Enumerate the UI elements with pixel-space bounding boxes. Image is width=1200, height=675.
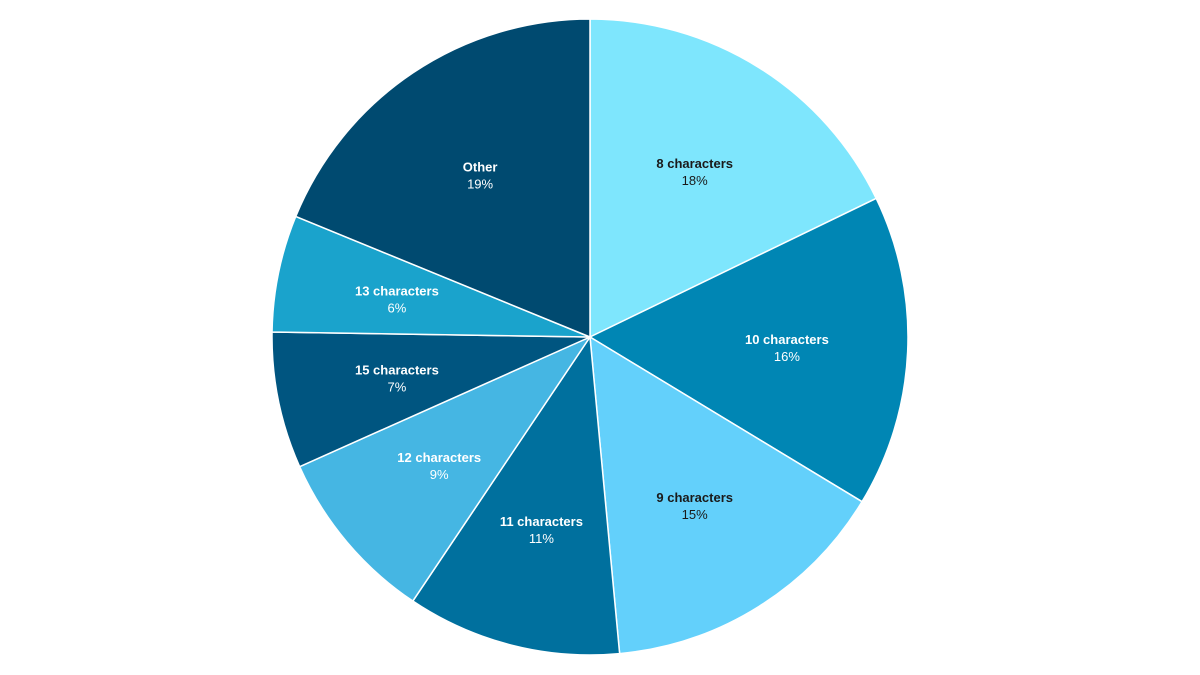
slice-value-other: 19%: [467, 176, 493, 191]
pie-slice-8-characters: [589, 18, 878, 339]
slice-value-9-characters: 15%: [682, 507, 708, 522]
slice-value-10-characters: 16%: [774, 349, 800, 364]
slice-label-12-characters: 12 characters: [397, 450, 481, 465]
slice-label-11-characters: 11 characters: [500, 514, 583, 529]
slice-label-other: Other: [463, 159, 498, 174]
pie-slice-12-characters: [298, 335, 593, 603]
pie-slice-11-characters: [411, 334, 621, 656]
slice-value-11-characters: 11%: [529, 531, 554, 546]
slice-label-15-characters: 15 characters: [355, 363, 439, 378]
pie-slice-15-characters: [271, 331, 591, 468]
slice-value-13-characters: 6%: [388, 300, 407, 315]
slice-label-9-characters: 9 characters: [656, 490, 733, 505]
slice-value-12-characters: 9%: [430, 467, 449, 482]
pie-slice-other: [294, 18, 591, 339]
slice-label-13-characters: 13 characters: [355, 283, 439, 298]
pie-slice-10-characters: [588, 197, 909, 503]
slice-label-10-characters: 10 characters: [745, 332, 829, 347]
slice-value-8-characters: 18%: [682, 173, 708, 188]
pie-slice-9-characters: [589, 335, 864, 655]
slice-value-15-characters: 7%: [388, 380, 407, 395]
slice-label-8-characters: 8 characters: [656, 156, 733, 171]
